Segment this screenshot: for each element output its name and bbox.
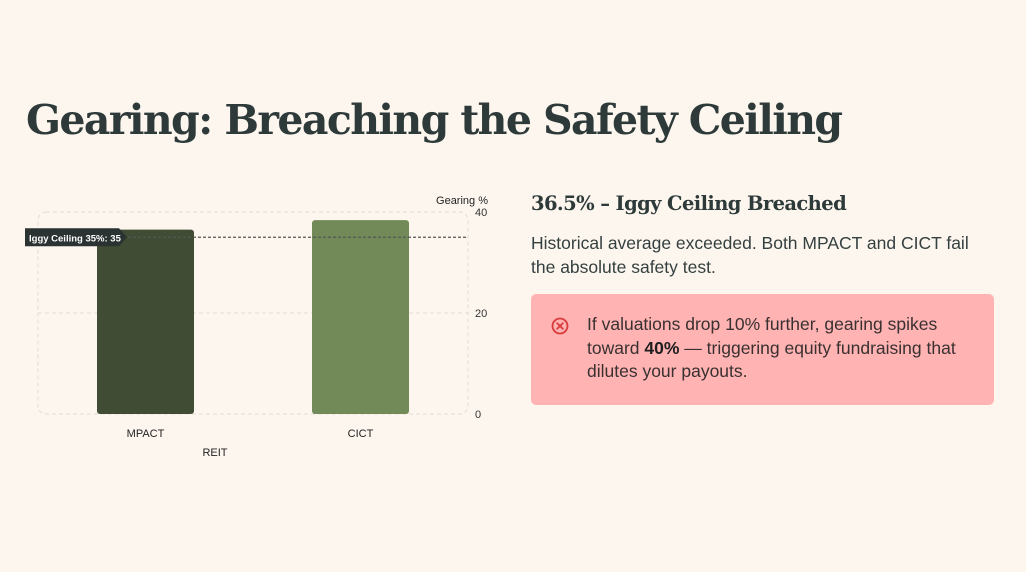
x-tick-label: MPACT (127, 428, 165, 440)
y-axis-title: Gearing % (436, 195, 488, 207)
y-tick-label: 20 (475, 308, 487, 320)
reference-line-tag (25, 228, 127, 247)
y-tick-label: 40 (475, 207, 487, 219)
reference-line-label: Iggy Ceiling 35%: 35 (29, 233, 122, 244)
bar-mpact (97, 229, 194, 414)
x-circle-icon (551, 317, 569, 335)
chart-axis-labels: 0 20 40 MPACT CICT REIT Gearing % (127, 195, 489, 459)
alert-emphasis: 40% (644, 337, 680, 358)
bar-cict (312, 220, 409, 414)
insight-description: Historical average exceeded. Both MPACT … (531, 233, 969, 277)
x-tick-label: CICT (348, 428, 374, 440)
warning-alert: If valuations drop 10% further, gearing … (531, 294, 994, 405)
chart-bars (97, 220, 409, 414)
alert-text-after: — triggering equity fundraising that dil… (587, 337, 956, 382)
alert-text-before: If valuations drop 10% further, gearing … (587, 314, 938, 358)
insight-subtitle: 36.5% – Iggy Ceiling Breached (531, 192, 847, 215)
page-title: Gearing: Breaching the Safety Ceiling (26, 96, 843, 144)
insight-panel: 36.5% – Iggy Ceiling Breached Historical… (531, 192, 994, 405)
gearing-bar-chart: Iggy Ceiling 35%: 35 0 20 40 MPACT CICT REIT G… (25, 195, 489, 459)
reference-line-group: Iggy Ceiling 35%: 35 (25, 228, 468, 247)
x-axis-title: REIT (202, 447, 227, 459)
y-tick-label: 0 (475, 409, 481, 421)
